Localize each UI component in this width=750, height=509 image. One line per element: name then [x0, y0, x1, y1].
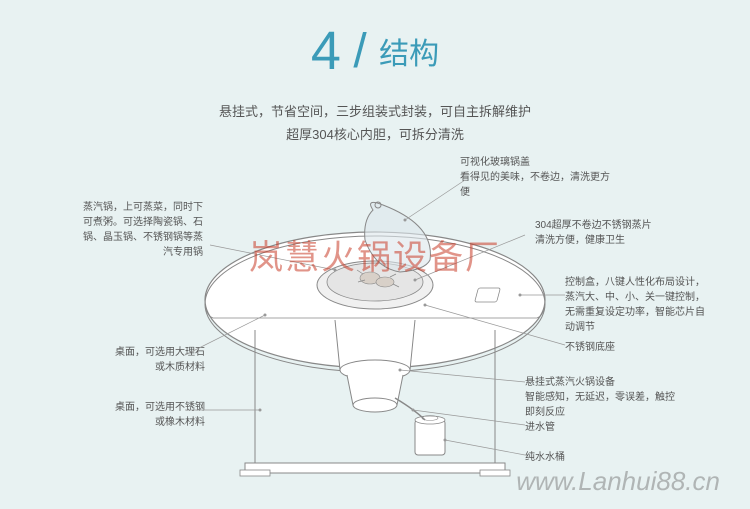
section-number: 4: [311, 20, 341, 82]
section-title: 结构: [379, 29, 439, 73]
subtitle-line2: 超厚304核心内胆，可拆分清洗: [0, 123, 750, 146]
table-diagram: [125, 170, 625, 490]
header: 4 / 结构: [0, 0, 750, 82]
subtitle-line1: 悬挂式，节省空间，三步组装式封装，可自主拆解维护: [0, 100, 750, 123]
subtitle: 悬挂式，节省空间，三步组装式封装，可自主拆解维护 超厚304核心内胆，可拆分清洗: [0, 100, 750, 147]
slash-divider: /: [353, 24, 366, 79]
